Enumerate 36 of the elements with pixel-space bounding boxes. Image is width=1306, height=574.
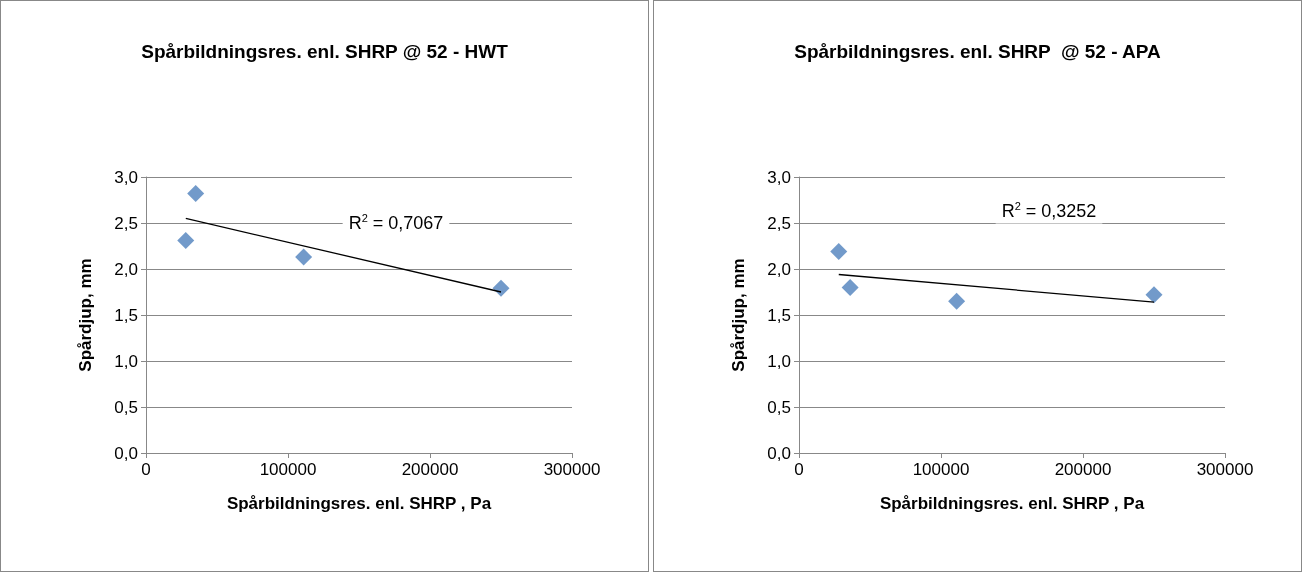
y-tick-label: 0,5 [114,397,138,417]
y-tick-label: 2,5 [767,213,791,233]
y-tick-label: 1,0 [767,351,791,371]
chart-title: Spårbildningsres. enl. SHRP @ 52 - HWT [141,41,509,62]
point [948,292,966,310]
y-tick-label: 2,0 [114,259,138,279]
point [187,185,205,203]
point [841,278,859,296]
y-tick-label: 0,0 [767,443,791,463]
y-tick-label: 0,5 [767,397,791,417]
x-tick-label: 100000 [259,460,317,479]
point [830,243,848,261]
y-tick-label: 1,0 [114,351,138,371]
x-tick-label: 200000 [1054,460,1112,479]
x-tick-label: 300000 [1196,460,1254,479]
y-tick-label: 0,0 [114,443,138,463]
x-tick-label: 100000 [912,460,970,479]
y-tick-label: 2,5 [114,213,138,233]
point [295,248,313,266]
y-axis-title: Spårdjup, mm [729,258,748,372]
x-axis-title: Spårbildningsres. enl. SHRP , Pa [879,494,1145,513]
y-tick-label: 2,0 [767,259,791,279]
x-tick-label: 0 [794,460,804,479]
x-axis-title: Spårbildningsres. enl. SHRP , Pa [226,494,492,513]
x-tick-label: 300000 [543,460,601,479]
y-tick-label: 1,5 [767,305,791,325]
point [177,231,195,249]
chart-title: Spårbildningsres. enl. SHRP @ 52 - APA [794,41,1162,62]
y-axis-title: Spårdjup, mm [76,258,95,372]
point [1145,286,1163,304]
point [492,279,510,297]
x-tick-label: 200000 [401,460,459,479]
y-tick-label: 3,0 [767,167,791,187]
y-tick-label: 1,5 [114,305,138,325]
y-tick-label: 3,0 [114,167,138,187]
x-tick-label: 0 [141,460,151,479]
